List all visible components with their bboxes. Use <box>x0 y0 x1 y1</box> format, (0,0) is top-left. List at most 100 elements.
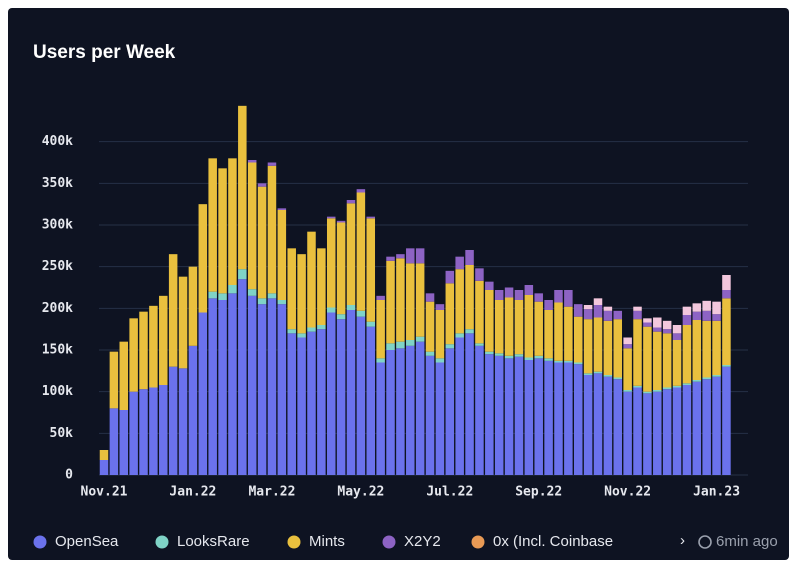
bar-segment <box>129 391 138 475</box>
bar-segment <box>317 325 326 330</box>
bar-segment <box>99 460 109 475</box>
bar-segment <box>712 320 721 375</box>
bar-segment <box>435 304 445 310</box>
bar-segment <box>465 329 474 334</box>
bar-segment <box>672 333 682 340</box>
bar-segment <box>445 270 455 284</box>
bar-segment <box>346 310 356 475</box>
bar-segment <box>356 310 366 317</box>
bar-segment <box>188 345 198 475</box>
bar-segment <box>238 269 247 280</box>
bar-segment <box>722 298 731 365</box>
x-tick-label: Mar.22 <box>248 485 295 500</box>
bar-segment <box>712 376 721 475</box>
bar-segment <box>119 341 129 410</box>
bar-segment <box>662 387 672 390</box>
bar-segment <box>633 306 642 311</box>
x-tick-label: May.22 <box>337 485 384 500</box>
bar-segment <box>643 322 652 327</box>
bar-segment <box>228 158 237 285</box>
x-tick-label: Jan.22 <box>169 485 216 500</box>
bar-segment <box>554 360 563 363</box>
bar-segment <box>494 355 504 475</box>
bar-segment <box>247 160 257 163</box>
legend-more[interactable]: › <box>680 532 685 549</box>
bar-segment <box>366 326 376 475</box>
bar-segment <box>702 310 711 321</box>
bar-segment <box>504 297 514 356</box>
bar-segment <box>336 222 346 315</box>
chart-title: Users per Week <box>33 42 176 63</box>
bar-segment <box>485 290 494 352</box>
bar-segment <box>514 300 524 355</box>
bar-segment <box>722 366 731 475</box>
bar-segment <box>317 329 326 475</box>
bar-segment <box>287 329 296 334</box>
bar-segment <box>475 345 484 475</box>
bar-segment <box>672 325 682 334</box>
bar-segment <box>257 186 267 299</box>
bar-segment <box>178 368 188 475</box>
bar-segment <box>722 290 731 299</box>
bar-segment <box>692 381 702 475</box>
bar-segment <box>208 158 217 292</box>
legend-item[interactable]: LooksRare <box>155 533 250 550</box>
bar-segment <box>544 300 553 310</box>
bar-segment <box>573 362 583 365</box>
bar-segment <box>623 337 632 345</box>
legend-label: Mints <box>309 533 345 550</box>
clock-icon <box>698 535 712 549</box>
bar-segment <box>247 289 257 296</box>
bar-segment <box>564 290 573 307</box>
bar-segment <box>129 318 138 392</box>
bar-segment <box>672 340 682 386</box>
bar-segment <box>593 371 603 374</box>
legend-item[interactable]: 0x (Incl. Coinbase <box>471 533 614 550</box>
bar-segment <box>425 351 435 356</box>
bar-segment <box>218 300 227 475</box>
bar-segment <box>445 344 455 349</box>
bar-segment <box>564 360 573 363</box>
bar-segment <box>722 275 731 290</box>
bar-segment <box>623 348 632 390</box>
bar-segment <box>277 210 287 300</box>
bar-segment <box>257 304 267 475</box>
bar-segment <box>662 389 672 475</box>
bar-segment <box>326 307 336 313</box>
bar-segment <box>653 391 662 475</box>
bar-segment <box>119 410 129 475</box>
legend-item[interactable]: OpenSea <box>33 533 120 550</box>
bar-segment <box>485 281 494 290</box>
bar-segment <box>524 357 534 360</box>
bar-segment <box>277 208 287 210</box>
bar-segment <box>386 350 395 475</box>
legend-label: X2Y2 <box>404 533 441 550</box>
bar-segment <box>504 355 514 359</box>
legend-item[interactable]: X2Y2 <box>382 533 441 550</box>
bar-segment <box>386 343 395 350</box>
bar-segment <box>653 317 662 328</box>
bar-segment <box>149 387 158 475</box>
bar-segment <box>682 383 692 385</box>
bar-segment <box>336 220 346 223</box>
bar-segment <box>593 305 603 318</box>
bar-segment <box>494 300 504 354</box>
bar-segment <box>346 200 356 204</box>
bar-segment <box>267 165 277 294</box>
bar-segment <box>326 216 336 219</box>
bar-segment <box>336 319 346 475</box>
bar-segment <box>396 348 405 475</box>
legend-label: OpenSea <box>55 533 119 550</box>
bar-segment <box>544 360 553 475</box>
bar-segment <box>287 248 296 330</box>
bar-segment <box>178 276 188 369</box>
legend-item[interactable]: Mints <box>287 533 345 550</box>
bar-segment <box>445 283 455 345</box>
bar-segment <box>376 358 385 363</box>
bar-segment <box>653 327 662 332</box>
x-tick-label: Sep.22 <box>515 485 562 500</box>
bar-segment <box>455 333 464 338</box>
bar-segment <box>435 310 445 359</box>
updated-indicator: 6min ago <box>698 533 778 550</box>
bar-segment <box>326 312 336 475</box>
